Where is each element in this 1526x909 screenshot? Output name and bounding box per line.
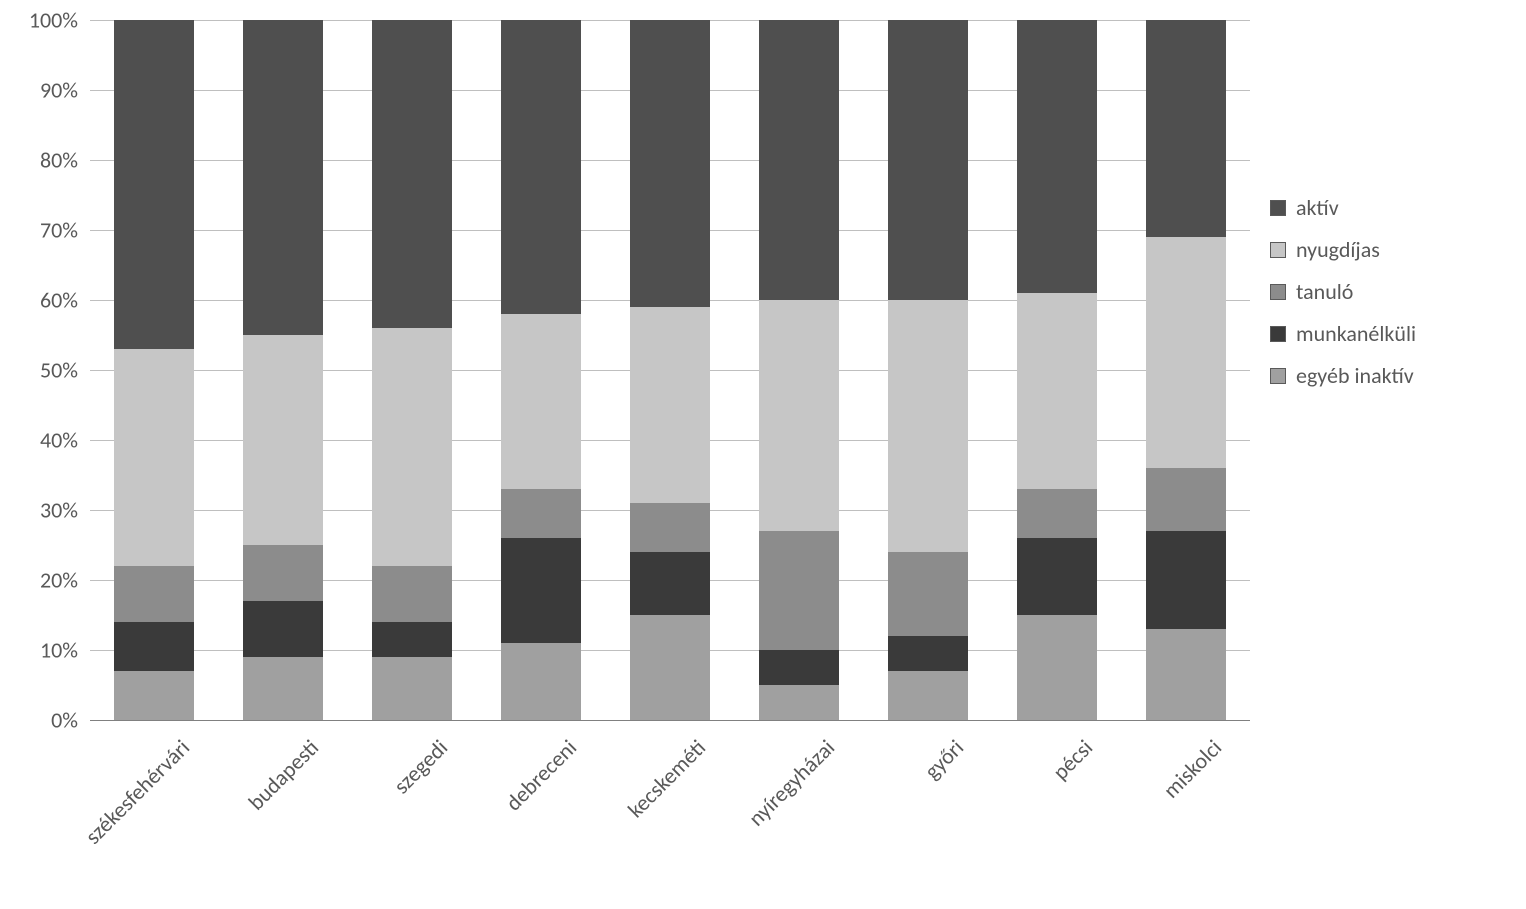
- legend-label: tanuló: [1296, 284, 1353, 300]
- bar-segment-tanulo: [630, 503, 710, 552]
- legend-label: munkanélküli: [1296, 326, 1416, 342]
- bar-segment-egyeb_inaktiv: [759, 685, 839, 720]
- bar-group: [630, 20, 710, 720]
- bar-group: [501, 20, 581, 720]
- bar-segment-tanulo: [372, 566, 452, 622]
- x-tick-label: szegedi: [388, 734, 453, 799]
- bar-segment-munkanelkuli: [114, 622, 194, 671]
- legend-swatch: [1270, 368, 1286, 384]
- bar-segment-tanulo: [759, 531, 839, 650]
- y-tick-label: 40%: [0, 427, 78, 454]
- y-tick-label: 70%: [0, 217, 78, 244]
- legend-swatch: [1270, 242, 1286, 258]
- y-tick-label: 90%: [0, 77, 78, 104]
- bar-segment-nyugdijas: [501, 314, 581, 489]
- bar-group: [888, 20, 968, 720]
- bar-segment-munkanelkuli: [1146, 531, 1226, 629]
- bar-group: [1146, 20, 1226, 720]
- x-tick-label: budapesti: [243, 734, 325, 816]
- y-tick-label: 0%: [0, 707, 78, 734]
- bar-segment-nyugdijas: [1146, 237, 1226, 468]
- bar-segment-nyugdijas: [243, 335, 323, 545]
- bar-segment-munkanelkuli: [1017, 538, 1097, 615]
- legend-item-aktiv: aktív: [1270, 200, 1416, 216]
- bar-segment-egyeb_inaktiv: [114, 671, 194, 720]
- legend-item-egyeb_inaktiv: egyéb inaktív: [1270, 368, 1416, 384]
- bar-segment-egyeb_inaktiv: [630, 615, 710, 720]
- legend: aktív nyugdíjas tanuló munkanélküli egyéb in…: [1270, 200, 1416, 384]
- legend-swatch: [1270, 326, 1286, 342]
- bar-segment-tanulo: [243, 545, 323, 601]
- bar-segment-nyugdijas: [114, 349, 194, 566]
- bar-segment-egyeb_inaktiv: [243, 657, 323, 720]
- legend-label: aktív: [1296, 200, 1339, 216]
- gridline: [90, 720, 1250, 721]
- bar-group: [114, 20, 194, 720]
- bar-segment-tanulo: [1017, 489, 1097, 538]
- bar-segment-aktiv: [243, 20, 323, 335]
- bar-segment-aktiv: [1146, 20, 1226, 237]
- y-tick-label: 60%: [0, 287, 78, 314]
- bar-group: [1017, 20, 1097, 720]
- y-tick-label: 10%: [0, 637, 78, 664]
- bar-segment-aktiv: [630, 20, 710, 307]
- bar-segment-aktiv: [114, 20, 194, 349]
- bar-segment-munkanelkuli: [630, 552, 710, 615]
- bar-segment-nyugdijas: [888, 300, 968, 552]
- legend-swatch: [1270, 200, 1286, 216]
- legend-swatch: [1270, 284, 1286, 300]
- bar-segment-munkanelkuli: [759, 650, 839, 685]
- y-tick-label: 100%: [0, 7, 78, 34]
- bar-segment-egyeb_inaktiv: [888, 671, 968, 720]
- stacked-bar-chart: 0% 10% 20% 30% 40% 50% 60% 70% 80% 90% 100% székes…: [0, 0, 1526, 909]
- bar-segment-aktiv: [759, 20, 839, 300]
- legend-item-nyugdijas: nyugdíjas: [1270, 242, 1416, 258]
- bar-segment-aktiv: [501, 20, 581, 314]
- bar-segment-munkanelkuli: [243, 601, 323, 657]
- x-tick-label: kecskeméti: [622, 734, 711, 823]
- bars-container: [90, 20, 1250, 720]
- y-tick-label: 80%: [0, 147, 78, 174]
- legend-label: nyugdíjas: [1296, 242, 1380, 258]
- x-tick-label: pécsi: [1047, 734, 1098, 785]
- bar-group: [372, 20, 452, 720]
- bar-segment-egyeb_inaktiv: [1017, 615, 1097, 720]
- bar-segment-tanulo: [1146, 468, 1226, 531]
- bar-segment-egyeb_inaktiv: [372, 657, 452, 720]
- legend-item-munkanelkuli: munkanélküli: [1270, 326, 1416, 342]
- x-tick-label: nyíregyházai: [743, 734, 840, 831]
- bar-segment-nyugdijas: [1017, 293, 1097, 489]
- plot-area: [90, 20, 1250, 720]
- bar-segment-nyugdijas: [630, 307, 710, 503]
- bar-segment-tanulo: [501, 489, 581, 538]
- x-tick-label: miskolci: [1157, 734, 1227, 804]
- bar-group: [243, 20, 323, 720]
- x-tick-label: győri: [918, 734, 968, 784]
- bar-segment-nyugdijas: [372, 328, 452, 566]
- y-tick-label: 20%: [0, 567, 78, 594]
- x-tick-label: debreceni: [500, 734, 582, 816]
- bar-segment-munkanelkuli: [888, 636, 968, 671]
- bar-segment-egyeb_inaktiv: [1146, 629, 1226, 720]
- legend-label: egyéb inaktív: [1296, 368, 1414, 384]
- y-tick-label: 30%: [0, 497, 78, 524]
- bar-segment-nyugdijas: [759, 300, 839, 531]
- bar-segment-aktiv: [372, 20, 452, 328]
- bar-segment-aktiv: [1017, 20, 1097, 293]
- y-tick-label: 50%: [0, 357, 78, 384]
- bar-segment-tanulo: [114, 566, 194, 622]
- bar-segment-aktiv: [888, 20, 968, 300]
- bar-segment-munkanelkuli: [372, 622, 452, 657]
- x-tick-label: székesfehérvári: [80, 734, 196, 850]
- bar-segment-tanulo: [888, 552, 968, 636]
- legend-item-tanulo: tanuló: [1270, 284, 1416, 300]
- bar-group: [759, 20, 839, 720]
- bar-segment-munkanelkuli: [501, 538, 581, 643]
- bar-segment-egyeb_inaktiv: [501, 643, 581, 720]
